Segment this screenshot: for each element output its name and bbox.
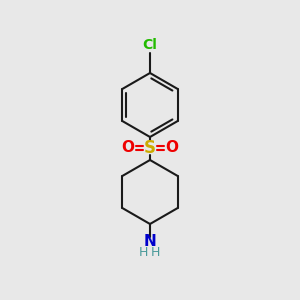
Text: H: H bbox=[138, 247, 148, 260]
Text: Cl: Cl bbox=[142, 38, 158, 52]
Text: H: H bbox=[150, 247, 160, 260]
Text: S: S bbox=[144, 139, 156, 157]
Text: N: N bbox=[144, 235, 156, 250]
Text: O: O bbox=[122, 140, 134, 155]
Text: O: O bbox=[166, 140, 178, 155]
